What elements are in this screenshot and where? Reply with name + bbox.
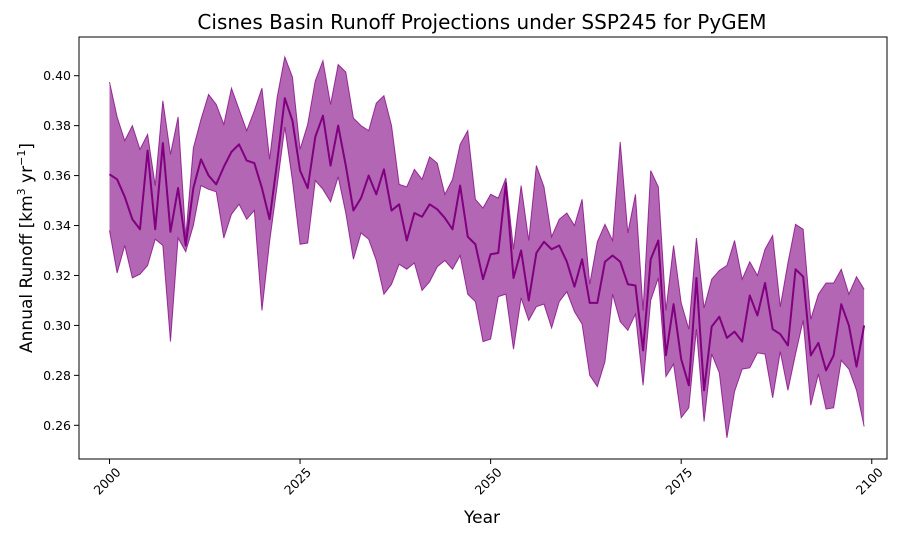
y-tick-label: 0.30: [43, 318, 71, 333]
x-tick-label: 2075: [662, 465, 695, 498]
uncertainty-band: [109, 56, 865, 438]
x-tick-label: 2100: [853, 464, 886, 497]
y-tick-label: 0.36: [43, 168, 71, 183]
y-tick-label: 0.26: [43, 418, 71, 433]
y-tick-label: 0.40: [43, 68, 71, 83]
y-tick-label: 0.32: [43, 268, 71, 283]
band-lower-edge: [108, 126, 865, 438]
y-tick-label: 0.38: [43, 118, 71, 133]
mean-runoff-line: [108, 97, 866, 392]
chart-title: Cisnes Basin Runoff Projections under SS…: [197, 10, 766, 34]
x-tick-label: 2050: [472, 464, 505, 497]
band-upper-edge: [109, 55, 865, 330]
x-tick-label: 2025: [281, 465, 314, 498]
y-axis-label: Annual Runoff [km3 yr−1]: [15, 143, 37, 353]
x-axis-label: Year: [463, 508, 500, 528]
y-tick-label: 0.34: [43, 218, 71, 233]
x-tick-label: 2000: [91, 464, 124, 497]
y-tick-label: 0.28: [43, 368, 71, 383]
x-axis-ticks: 2000 2025 2050 2075 2100: [91, 459, 886, 498]
plot-area: [108, 55, 866, 438]
y-axis-ticks: 0.26 0.28 0.30 0.32 0.34 0.36 0.38 0.40: [43, 68, 79, 433]
axes-frame: [78, 36, 888, 460]
